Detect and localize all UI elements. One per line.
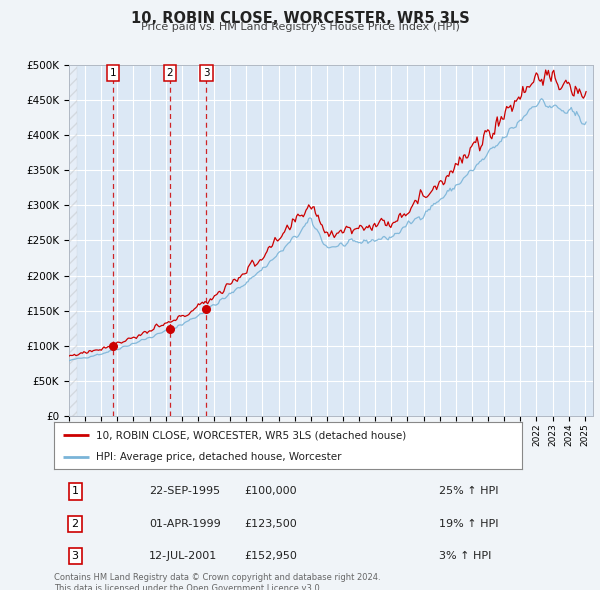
Text: £152,950: £152,950 — [244, 550, 297, 560]
Text: 2: 2 — [166, 68, 173, 78]
Text: 3: 3 — [71, 550, 79, 560]
Text: 12-JUL-2001: 12-JUL-2001 — [149, 550, 217, 560]
Text: 1: 1 — [110, 68, 116, 78]
Text: 2: 2 — [71, 519, 79, 529]
Text: 3: 3 — [203, 68, 210, 78]
Text: 22-SEP-1995: 22-SEP-1995 — [149, 487, 220, 497]
Text: 10, ROBIN CLOSE, WORCESTER, WR5 3LS: 10, ROBIN CLOSE, WORCESTER, WR5 3LS — [131, 11, 469, 25]
Text: HPI: Average price, detached house, Worcester: HPI: Average price, detached house, Worc… — [96, 453, 341, 462]
Text: 25% ↑ HPI: 25% ↑ HPI — [439, 487, 499, 497]
Text: Price paid vs. HM Land Registry's House Price Index (HPI): Price paid vs. HM Land Registry's House … — [140, 22, 460, 32]
Text: Contains HM Land Registry data © Crown copyright and database right 2024.
This d: Contains HM Land Registry data © Crown c… — [54, 573, 380, 590]
Text: 01-APR-1999: 01-APR-1999 — [149, 519, 221, 529]
Text: 3% ↑ HPI: 3% ↑ HPI — [439, 550, 492, 560]
Text: £100,000: £100,000 — [244, 487, 297, 497]
Text: 10, ROBIN CLOSE, WORCESTER, WR5 3LS (detached house): 10, ROBIN CLOSE, WORCESTER, WR5 3LS (det… — [96, 430, 406, 440]
Text: £123,500: £123,500 — [244, 519, 297, 529]
Text: 1: 1 — [71, 487, 79, 497]
Text: 19% ↑ HPI: 19% ↑ HPI — [439, 519, 499, 529]
